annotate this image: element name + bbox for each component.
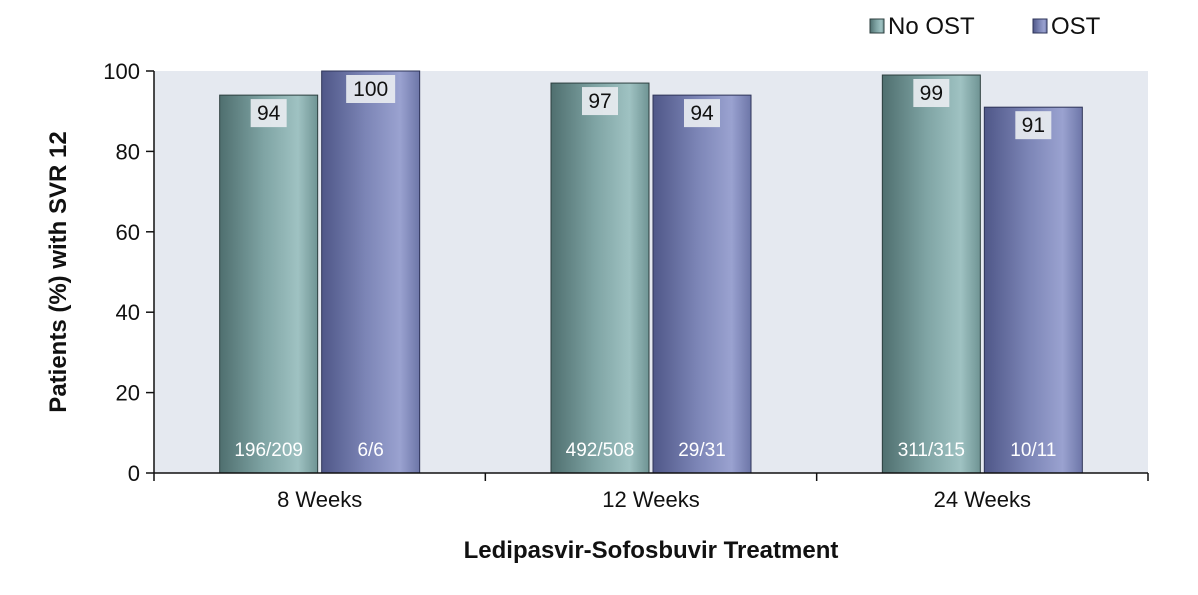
count-label: 10/11	[1010, 440, 1056, 461]
count-label: 492/508	[566, 440, 635, 461]
count-label: 29/31	[678, 440, 726, 461]
bar-ost	[983, 106, 1083, 474]
y-tick-label: 80	[116, 139, 140, 164]
value-label: 99	[920, 82, 943, 105]
legend-swatch-no-ost	[869, 18, 885, 34]
x-axis-categories: 8 Weeks 12 Weeks 24 Weeks	[153, 473, 1149, 512]
value-label: 100	[353, 78, 388, 101]
value-label-box	[346, 75, 396, 103]
value-label: 94	[257, 102, 281, 125]
plot-area	[154, 71, 1148, 473]
category-label: 24 Weeks	[934, 487, 1031, 512]
category-label: 12 Weeks	[602, 487, 699, 512]
y-tick-label: 20	[116, 381, 140, 406]
count-label: 196/209	[234, 440, 303, 461]
category-label: 8 Weeks	[277, 487, 362, 512]
y-tick-label: 60	[116, 220, 140, 245]
y-tick-label: 100	[103, 59, 140, 84]
bar-ost	[321, 70, 421, 474]
x-axis-title: Ledipasvir-Sofosbuvir Treatment	[464, 537, 839, 564]
count-label: 6/6	[357, 440, 383, 461]
bar-no-ost	[881, 74, 981, 474]
legend: No OST OST	[869, 13, 1101, 40]
legend-label-ost: OST	[1051, 13, 1101, 40]
bar-no-ost	[550, 82, 650, 474]
value-label-box	[1015, 111, 1052, 140]
value-label-box	[582, 87, 618, 116]
bars-layer: 94 196/209 100 6/6 97 492/508 94 29/31 99 311/315…	[219, 70, 1083, 474]
y-axis-title: Patients (%) with SVR 12	[45, 131, 72, 412]
y-tick-label: 0	[128, 461, 140, 486]
y-tick-label: 40	[116, 300, 140, 325]
bar-no-ost	[219, 94, 319, 474]
bar-ost	[652, 94, 752, 474]
legend-label-no-ost: No OST	[888, 13, 975, 40]
y-axis-ticks: 0 20 40 60 80 100	[103, 59, 154, 486]
legend-swatch-ost	[1032, 18, 1048, 34]
value-label-box	[913, 79, 950, 108]
value-label: 91	[1022, 114, 1045, 137]
value-label: 94	[690, 102, 714, 125]
count-label: 311/315	[898, 440, 965, 461]
value-label-box	[250, 99, 287, 128]
value-label: 97	[588, 90, 611, 113]
value-label-box	[684, 99, 720, 128]
